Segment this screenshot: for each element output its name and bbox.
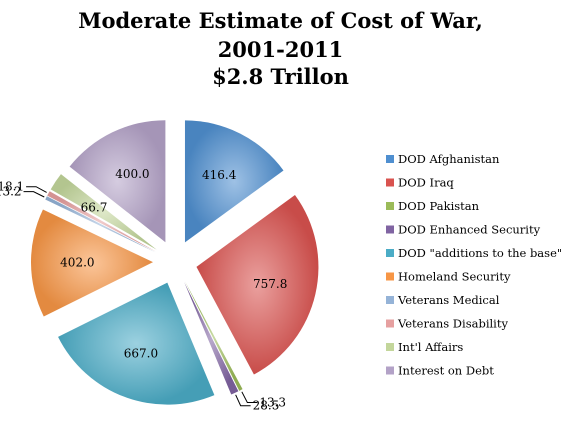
slice-label-dod-iraq: 757.8: [253, 277, 287, 291]
legend-swatch-dod-pakistan: [386, 202, 394, 210]
leader-line-veterans-disability: [26, 186, 47, 193]
chart-title-line-2: 2001-2011: [217, 37, 344, 62]
leader-line-veterans-medical: [23, 191, 45, 198]
slice-label-homeland-security: 402.0: [60, 256, 94, 270]
legend-label-dod-additions-to-the-base: DOD "additions to the base": [398, 246, 561, 260]
legend-label-dod-enhanced-security: DOD Enhanced Security: [398, 223, 541, 237]
legend-label-dod-iraq: DOD Iraq: [398, 176, 454, 190]
pie-slice-dod-additions-to-the-base: [58, 282, 215, 405]
slice-label-dod-enhanced-security: 28.5: [253, 399, 280, 413]
legend-label-homeland-security: Homeland Security: [398, 270, 511, 284]
pie-slice-int-l-affairs: [50, 174, 157, 250]
pie-slice-dod-afghanistan: [184, 120, 284, 243]
legend-swatch-dod-iraq: [386, 178, 394, 187]
pie-slice-veterans-disability: [47, 191, 156, 252]
pie-slice-dod-iraq: [196, 194, 319, 375]
slice-label-interest-on-debt: 400.0: [115, 167, 149, 181]
slice-label-veterans-disability: 18.1: [0, 180, 24, 194]
pie-slice-interest-on-debt: [69, 120, 166, 243]
pie-slice-veterans-medical: [45, 196, 156, 253]
legend-label-int-l-affairs: Int'l Affairs: [398, 340, 463, 354]
legend-label-dod-pakistan: DOD Pakistan: [398, 199, 480, 213]
chart-title-line-3: $2.8 Trillon: [212, 64, 349, 89]
legend-swatch-homeland-security: [386, 272, 394, 281]
legend-label-interest-on-debt: Interest on Debt: [398, 364, 494, 378]
legend-swatch-veterans-disability: [386, 319, 394, 328]
legend: DOD Afghanistan DOD Iraq DOD Pakistan DOD E…: [386, 152, 561, 378]
pie-slice-dod-pakistan: [185, 281, 243, 391]
slice-label-dod-afghanistan: 416.4: [202, 168, 237, 182]
legend-label-veterans-medical: Veterans Medical: [397, 293, 500, 307]
leader-line-dod-pakistan: [241, 391, 258, 403]
legend-swatch-veterans-medical: [386, 296, 394, 304]
legend-swatch-dod-enhanced-security: [386, 225, 394, 234]
slice-label-dod-pakistan: 13.3: [259, 395, 286, 409]
pie-slices: [31, 120, 319, 405]
legend-swatch-dod-afghanistan: [386, 155, 394, 163]
slice-label-int-l-affairs: 66.7: [81, 200, 108, 214]
slice-label-dod-additions-to-the-base: 667.0: [124, 346, 158, 360]
legend-swatch-interest-on-debt: [386, 366, 394, 375]
pie-labels: 416.4 757.8 13.328.5 667.0 402.0 13.218.1 66.7…: [0, 167, 287, 413]
leader-line-dod-enhanced-security: [235, 394, 251, 407]
pie-slice-dod-enhanced-security: [184, 282, 239, 395]
pie-slice-homeland-security: [31, 209, 154, 317]
legend-swatch-int-l-affairs: [386, 343, 394, 351]
legend-label-dod-afghanistan: DOD Afghanistan: [398, 152, 500, 166]
legend-label-veterans-disability: Veterans Disability: [397, 317, 508, 331]
slice-label-veterans-medical: 13.2: [0, 185, 22, 199]
chart-title-line-1: Moderate Estimate of Cost of War,: [78, 8, 483, 33]
legend-swatch-dod-additions-to-the-base: [386, 249, 394, 257]
